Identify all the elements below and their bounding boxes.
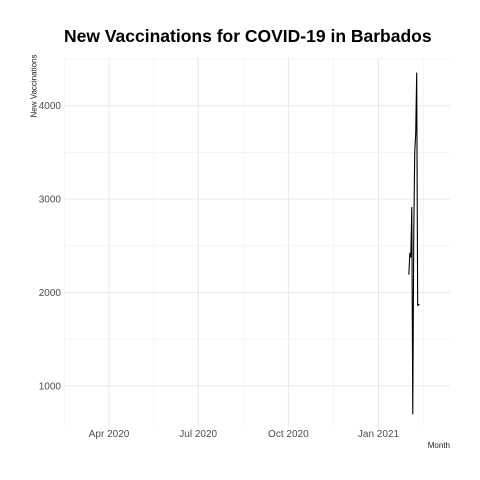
x-tick-label: Apr 2020 [89, 429, 130, 440]
x-axis-label: Month [427, 441, 450, 450]
series-line [408, 72, 420, 415]
y-tick-label: 3000 [39, 195, 62, 206]
x-tick-label: Jul 2020 [179, 429, 217, 440]
x-tick-label: Jan 2021 [358, 429, 400, 440]
y-tick-label: 4000 [39, 101, 62, 112]
y-tick-label: 1000 [39, 381, 62, 392]
x-tick-label: Oct 2020 [268, 429, 309, 440]
y-tick-label: 2000 [39, 288, 62, 299]
chart-title: New Vaccinations for COVID-19 in Barbado… [64, 26, 432, 46]
